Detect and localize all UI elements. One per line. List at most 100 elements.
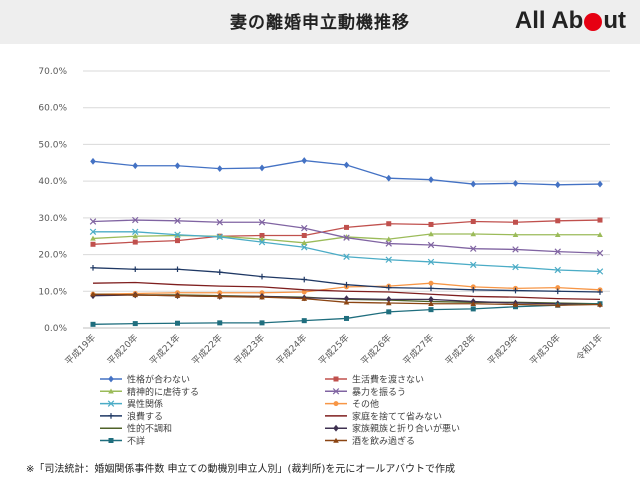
data-point-marker [175,320,180,326]
data-point-marker [428,307,434,313]
data-point-marker [174,217,181,225]
data-point-marker [259,273,265,280]
allabout-logo[interactable]: All Ab ut [515,6,626,36]
data-point-marker [132,292,139,298]
data-point-marker [428,231,434,237]
data-point-marker [174,162,181,170]
legend-item: 異性関係 [100,398,163,410]
data-point-marker [259,294,265,300]
data-point-marker [301,240,308,246]
data-point-marker [333,401,339,407]
x-tick-label: 平成30年 [527,332,563,368]
chart-gridlines [83,70,610,329]
x-tick-label: 平成29年 [485,332,521,368]
data-point-marker [90,235,96,241]
x-tick-label: 平成21年 [147,332,183,368]
line-chart: 0.0%10.0%20.0%30.0%40.0%50.0%60.0%70.0% … [38,67,610,447]
data-point-marker [333,437,339,443]
y-tick-label: 10.0% [38,287,67,297]
data-point-marker [344,224,349,230]
data-point-marker [344,315,349,321]
series-group [92,281,601,301]
data-point-marker [343,161,350,169]
data-point-marker [343,253,350,260]
data-point-marker [259,320,265,326]
data-point-marker [217,320,223,326]
data-point-marker [597,180,603,188]
data-point-marker [385,236,392,242]
legend-label: 家庭を捨てて省みない [352,410,442,422]
page-title: 妻の離婚申立動機推移 [230,13,410,33]
data-point-marker [470,306,476,312]
series-line [92,303,601,325]
data-point-marker [596,249,604,257]
data-point-marker [512,179,519,187]
legend-label: 家族親族と折り合いが悪い [352,423,460,435]
y-tick-label: 70.0% [38,67,67,77]
legend-item: 性格が合わない [100,374,190,386]
data-point-marker [301,224,308,232]
x-tick-label: 平成23年 [231,332,267,368]
data-point-marker [512,263,519,271]
legend-label: 異性関係 [127,398,163,410]
data-point-marker [132,321,138,327]
data-point-marker [512,301,519,307]
data-point-marker [301,157,308,164]
data-point-marker [343,281,350,288]
series-group [89,216,604,257]
data-point-marker [427,241,435,249]
data-point-marker [555,285,561,291]
logo-text-left: All Ab [514,7,584,34]
data-point-marker [301,295,308,301]
data-point-marker [470,231,477,237]
data-point-marker [470,180,477,188]
x-tick-label: 令和1年 [573,332,605,364]
series-group [90,217,603,247]
data-point-marker [554,288,561,295]
y-tick-label: 60.0% [38,104,67,114]
legend-label: 酒を飲み過ぎる [352,435,415,447]
data-point-marker [217,290,223,296]
data-point-marker [428,221,434,227]
header-bar: 妻の離婚申立動機推移 All Ab ut [0,0,640,44]
y-tick-label: 50.0% [38,140,67,150]
legend-item: その他 [325,398,379,410]
legend-label: 浪費する [127,410,163,422]
data-point-marker [385,256,392,263]
source-footnote: ※「司法統計：婚姻関係事件数 申立ての動機別申立人別」(裁判所)を元にオールアバ… [26,464,455,475]
legend-item: 暴力を振るう [325,386,406,398]
x-tick-label: 平成22年 [189,332,225,368]
data-point-marker [258,219,266,226]
data-point-marker [259,232,265,238]
legend-item: 家族親族と折り合いが悪い [325,423,460,435]
y-tick-label: 40.0% [38,177,67,187]
legend-label: 精神的に虐待する [127,386,199,398]
legend-label: 不詳 [127,435,145,447]
data-point-marker [108,413,114,419]
legend-label: 生活費を渡さない [352,374,424,386]
data-point-marker [216,165,223,173]
data-point-marker [216,219,223,226]
legend-item: 浪費する [100,410,163,422]
data-point-marker [174,266,181,273]
data-point-marker [470,261,477,269]
x-tick-label: 平成19年 [62,332,98,368]
data-point-marker [386,221,392,227]
legend-item: 不詳 [100,435,145,447]
series-group [90,291,603,308]
data-point-marker [597,217,603,223]
y-axis-tick-labels: 0.0% 10.0% 20.0% 30.0% 40.0% 50.0% 60.0% 70.0% [38,67,67,334]
data-point-marker [428,280,434,286]
data-point-marker [132,266,139,273]
x-tick-label: 平成20年 [105,332,141,368]
data-point-marker [385,240,392,247]
data-point-marker [470,284,476,290]
data-point-marker [512,246,519,253]
data-point-marker [174,292,181,298]
data-point-marker [259,164,265,172]
data-point-marker [216,293,223,299]
data-point-marker [597,289,603,295]
data-point-marker [332,388,340,395]
data-point-marker [90,241,96,247]
